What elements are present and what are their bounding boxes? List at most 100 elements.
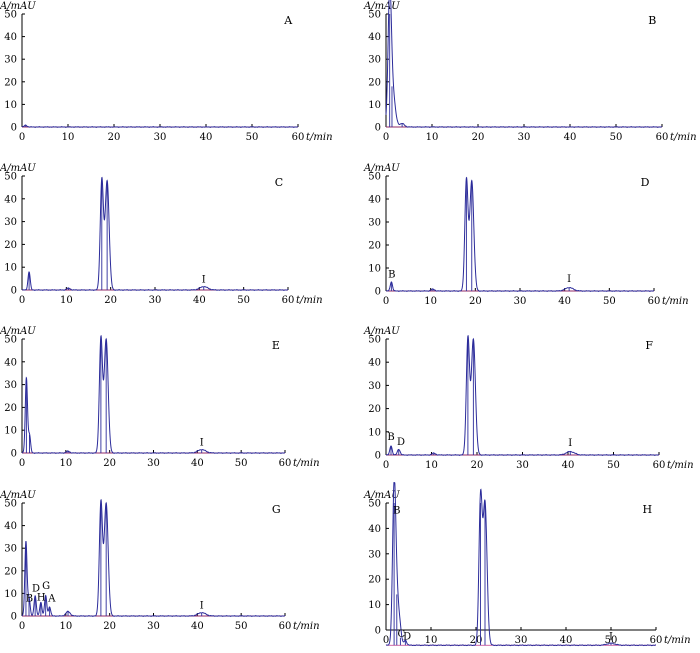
peak-label: B [387, 432, 394, 443]
y-tick-label: 0 [375, 451, 381, 462]
x-tick-label: 40 [193, 295, 206, 306]
peak-label: I [609, 631, 613, 642]
x-tick-label: 10 [59, 458, 72, 469]
y-tick-label: 20 [368, 77, 381, 88]
chart-panel-d: 0 10 20 30 40 50 0 10 20 30 40 50 60 A/mAU t/min D B I [363, 163, 689, 307]
x-tick-label: 40 [191, 458, 204, 469]
chromatogram-trace [21, 499, 286, 617]
y-tick-label: 30 [368, 55, 381, 66]
x-tick-label: 10 [426, 132, 439, 143]
x-tick-label: 50 [237, 295, 250, 306]
x-tick-label: 20 [104, 295, 117, 306]
x-tick-label: 30 [147, 458, 160, 469]
chromatogram-trace [385, 334, 660, 456]
y-tick-label: 0 [11, 123, 17, 134]
peak-label: B [26, 594, 33, 605]
y-tick-label: 0 [11, 449, 17, 460]
y-axis-title: A/mAU [363, 1, 400, 12]
y-tick-label: 30 [4, 217, 17, 228]
chart-panel-a: 0 10 20 30 40 50 0 10 20 30 40 50 60 A/mAU t/min A [0, 1, 333, 143]
y-tick-label: 50 [4, 499, 17, 510]
x-tick-label: 10 [425, 635, 438, 646]
x-tick-label: 50 [607, 460, 620, 471]
x-tick-label: 30 [514, 296, 527, 307]
x-tick-label: 0 [19, 458, 25, 469]
x-axis-title: t/min [662, 296, 689, 307]
x-tick-label: 60 [656, 132, 669, 143]
y-tick-label: 20 [4, 77, 17, 88]
x-tick-label: 20 [103, 621, 116, 632]
x-tick-label: 60 [279, 458, 292, 469]
x-tick-label: 10 [62, 132, 75, 143]
chromatogram-trace [21, 176, 289, 291]
chart-panel-e: 0 10 20 30 40 50 0 10 20 30 40 50 60 A/mAU t/min E I [0, 326, 320, 469]
x-tick-label: 30 [515, 635, 528, 646]
x-tick-label: 30 [516, 460, 529, 471]
x-tick-label: 10 [425, 460, 438, 471]
peak-label: H [37, 592, 46, 603]
panel-label: H [643, 503, 653, 516]
x-axis-title: t/min [670, 132, 697, 143]
y-tick-label: 10 [4, 263, 17, 274]
y-axis-title: A/mAU [363, 163, 400, 174]
y-tick-label: 20 [368, 241, 381, 252]
x-tick-label: 0 [383, 460, 389, 471]
x-tick-label: 30 [147, 621, 160, 632]
x-tick-label: 60 [650, 635, 663, 646]
y-tick-label: 0 [375, 626, 381, 637]
x-axis-title: t/min [667, 460, 694, 471]
y-tick-label: 40 [368, 32, 381, 43]
x-tick-label: 50 [246, 132, 259, 143]
panel-label: E [272, 339, 280, 352]
y-axis-title: A/mAU [363, 326, 400, 337]
peak-label: G [42, 581, 50, 592]
y-tick-label: 20 [368, 575, 381, 586]
chart-panel-b: 0 10 20 30 40 50 0 10 20 30 40 50 60 A/mAU t/min B [363, 0, 697, 143]
y-tick-label: 0 [375, 287, 381, 298]
panel-label: A [283, 14, 293, 27]
x-tick-label: 40 [562, 460, 575, 471]
x-tick-label: 10 [424, 296, 437, 307]
panel-label: D [641, 176, 650, 189]
panel-label: F [645, 339, 653, 352]
y-tick-label: 40 [4, 357, 17, 368]
x-tick-label: 60 [282, 295, 295, 306]
x-tick-label: 60 [648, 296, 661, 307]
x-tick-label: 50 [235, 458, 248, 469]
peak-label: B [388, 270, 395, 281]
x-tick-label: 20 [469, 296, 482, 307]
y-tick-label: 50 [368, 172, 381, 183]
x-axis-title: t/min [293, 621, 320, 632]
y-tick-label: 40 [368, 358, 381, 369]
x-tick-label: 60 [279, 621, 292, 632]
peak-label: D [403, 631, 411, 642]
x-tick-label: 50 [610, 132, 623, 143]
x-tick-label: 40 [564, 132, 577, 143]
x-tick-label: 30 [154, 132, 167, 143]
y-tick-label: 40 [4, 194, 17, 205]
chromatogram-trace [385, 482, 657, 647]
chromatogram-trace [385, 176, 655, 292]
y-tick-label: 10 [368, 600, 381, 611]
y-tick-label: 0 [11, 286, 17, 297]
y-tick-label: 10 [368, 427, 381, 438]
x-axis-title: t/min [296, 295, 323, 306]
y-tick-label: 10 [4, 589, 17, 600]
x-tick-label: 20 [471, 460, 484, 471]
peak-label: I [568, 438, 572, 449]
chart-panel-f: 0 10 20 30 40 50 0 10 20 30 40 50 60 A/mAU t/min F B D I [363, 326, 694, 471]
x-tick-label: 0 [19, 621, 25, 632]
panel-label: G [272, 503, 281, 516]
y-tick-label: 0 [11, 612, 17, 623]
y-axis-title: A/mAU [0, 490, 36, 501]
y-tick-label: 40 [4, 521, 17, 532]
x-tick-label: 60 [292, 132, 305, 143]
x-axis-title: t/min [306, 132, 333, 143]
y-tick-label: 40 [368, 524, 381, 535]
chart-panel-c: 0 10 20 30 40 50 0 10 20 30 40 50 60 A/mAU t/min C I [0, 163, 323, 306]
y-tick-label: 50 [368, 335, 381, 346]
y-tick-label: 50 [4, 10, 17, 21]
x-tick-label: 30 [518, 132, 531, 143]
